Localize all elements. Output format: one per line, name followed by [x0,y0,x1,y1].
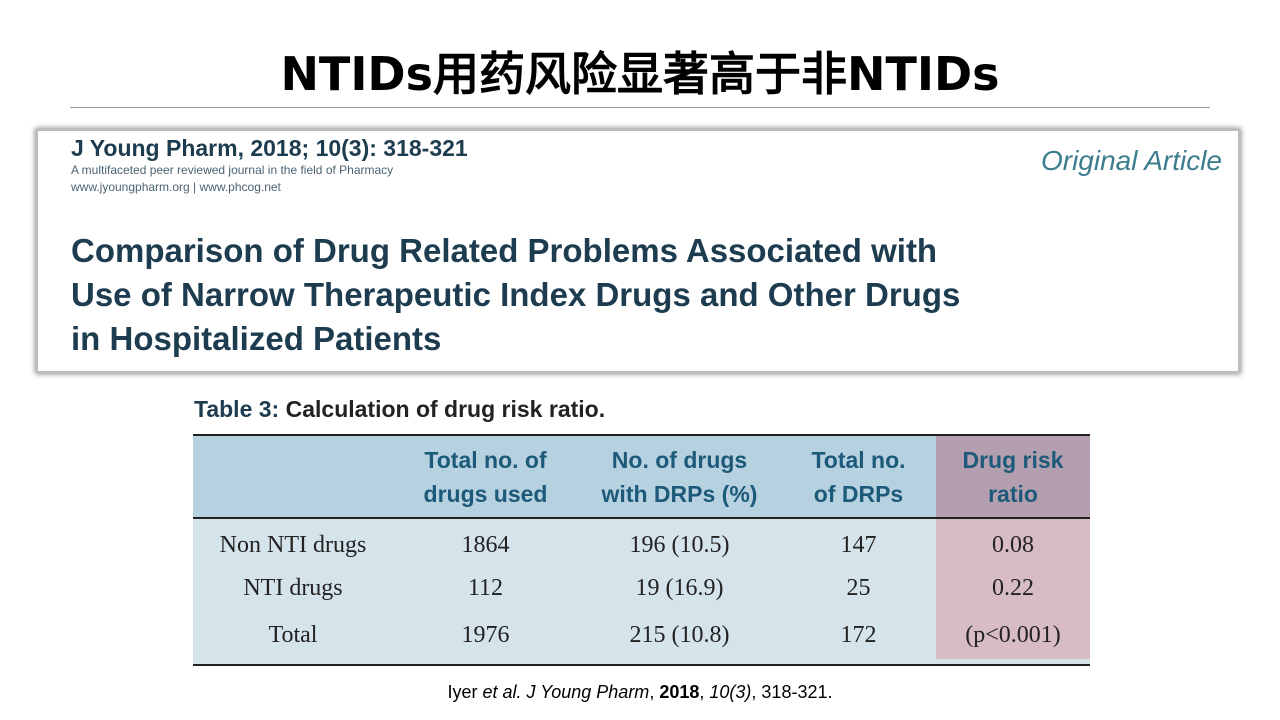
row-label: Non NTI drugs [219,531,367,558]
row-label: NTI drugs [243,575,343,601]
table-header-cell: Total no. of drugs used [393,436,578,519]
citation-pages: , 318-321. [751,682,833,702]
table-caption: Table 3: Calculation of drug risk ratio. [194,396,605,423]
citation-journal: et al. J Young Pharm [482,682,650,702]
table-row: Non NTI drugs 1864 196 (10.5) 147 0.08 [193,518,1090,565]
journal-urls: www.jyoungpharm.org | www.phcog.net [71,180,281,194]
header-line: ratio [988,480,1038,507]
header-line: Drug risk [962,446,1064,473]
slide-title: NTIDs用药风险显著高于非NTIDs [280,47,1000,101]
header-line: No. of drugs [611,446,748,473]
article-title-line: Use of Narrow Therapeutic Index Drugs an… [71,276,961,313]
table-header-cell-risk: Drug risk ratio [936,436,1090,519]
table-cell: 1864 [461,531,510,558]
table-cell: 25 [846,575,871,601]
table-header-cell [193,436,393,519]
header-line: Total no. of [424,446,547,473]
title-divider [70,107,1210,108]
citation-author: Iyer [447,682,483,702]
journal-name: J Young Pharm, 2018; 10(3): 318-321 [71,135,468,161]
table-header-row: Total no. of drugs used No. of drugs wit… [193,436,1090,519]
journal-subtitle: A multifaceted peer reviewed journal in … [71,163,394,177]
citation: Iyer et al. J Young Pharm, 2018, 10(3), … [0,682,1280,703]
article-title: Comparison of Drug Related Problems Asso… [71,229,1131,361]
drug-risk-table: Total no. of drugs used No. of drugs wit… [193,434,1090,666]
article-type-label: Original Article [1040,145,1222,176]
risk-ratio-cell: 0.08 [936,518,1090,565]
risk-ratio-cell: 0.22 [936,565,1090,612]
table-cell: 196 (10.5) [629,531,730,558]
table-row: NTI drugs 112 19 (16.9) 25 0.22 [193,565,1090,612]
citation-year: 2018 [659,682,700,702]
header-line: with DRPs (%) [601,480,758,507]
row-label: Total [268,622,318,648]
table-caption-text: Calculation of drug risk ratio. [285,396,606,422]
table-cell: 172 [840,622,877,648]
table-row: Total 1976 215 (10.8) 172 (p<0.001) [193,612,1090,659]
table-cell: 147 [840,531,877,558]
risk-ratio-cell: (p<0.001) [936,612,1090,659]
citation-sep: , [649,682,660,702]
table-caption-label: Table 3: [194,396,280,422]
citation-sep: , [699,682,710,702]
citation-volume: 10(3) [709,682,752,702]
header-line: drugs used [423,480,548,507]
header-line: Total no. [811,446,906,473]
table-cell: 215 (10.8) [629,622,730,648]
article-header-excerpt: J Young Pharm, 2018; 10(3): 318-321 A mu… [38,131,1238,371]
table-header-cell: Total no. of DRPs [781,436,936,519]
table-cell: 19 (16.9) [635,575,724,601]
header-line: of DRPs [813,480,904,507]
article-title-line: Comparison of Drug Related Problems Asso… [71,232,938,269]
table-cell: 112 [467,575,504,601]
table-header-cell: No. of drugs with DRPs (%) [578,436,781,519]
table-cell: 1976 [461,622,510,648]
article-title-line: in Hospitalized Patients [71,320,442,357]
